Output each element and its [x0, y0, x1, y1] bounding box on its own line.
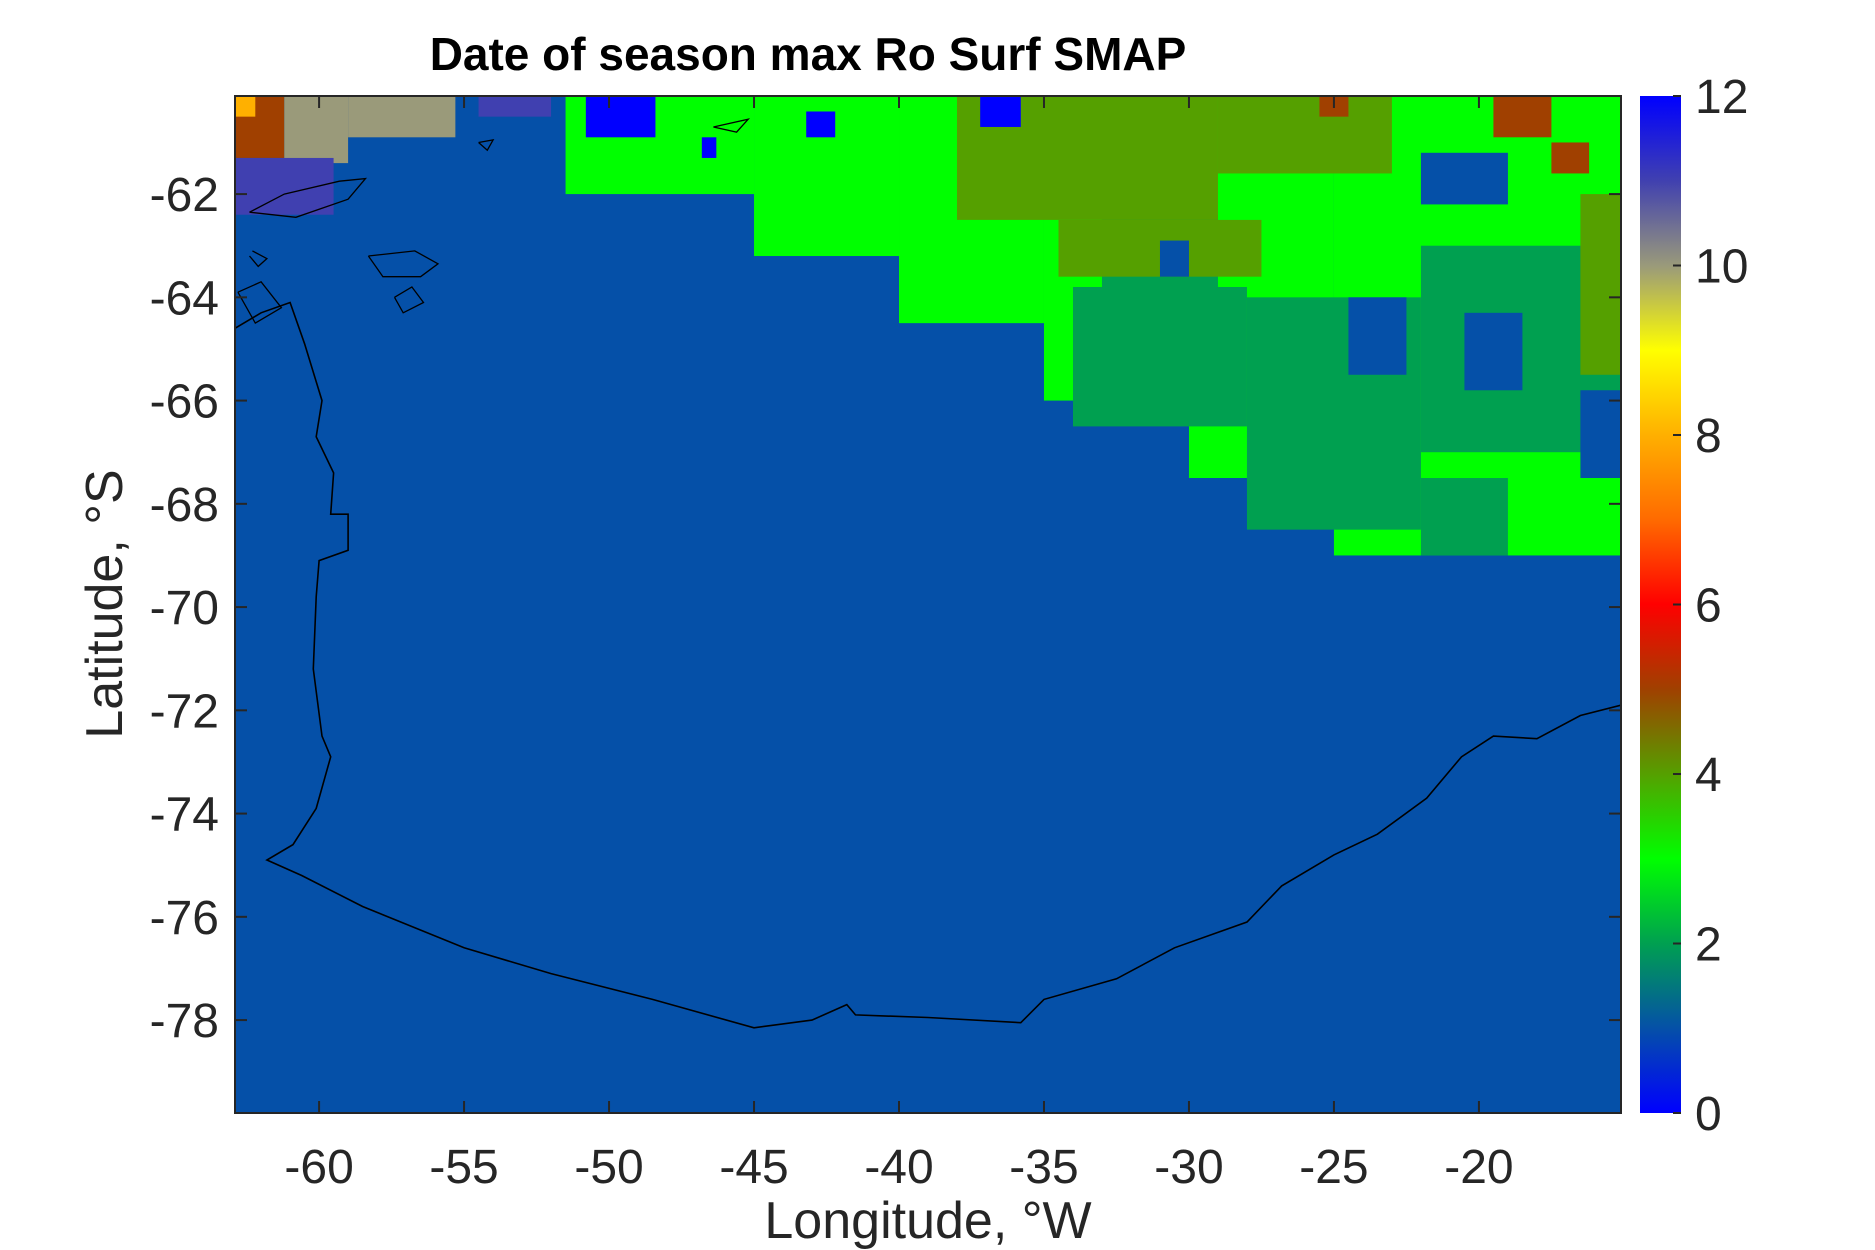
x-tick-label: -30 [1154, 1141, 1223, 1194]
heatmap-region [1072, 287, 1247, 427]
heatmap-region [1159, 240, 1189, 277]
x-axis-ticks: -60 -55 -50 -45 -40 -35 -30 -25 -20 [284, 96, 1514, 1194]
island-outline [393, 286, 425, 314]
heatmap-region [980, 96, 1021, 127]
x-tick-label: -55 [429, 1141, 498, 1194]
heatmap-region [284, 96, 349, 164]
colorbar-tick-label: 0 [1695, 1088, 1722, 1141]
heatmap-region [806, 111, 836, 138]
x-tick-label: -40 [864, 1141, 933, 1194]
colorbar-tick-label: 6 [1695, 580, 1722, 633]
heatmap-region [1493, 96, 1552, 138]
island-outline [478, 139, 495, 152]
colorbar-ticks: 0 2 4 6 8 10 12 [1673, 71, 1748, 1141]
island-outline [367, 250, 440, 278]
heatmap-region [348, 96, 456, 138]
heatmap-region [701, 137, 717, 158]
x-tick-label: -50 [574, 1141, 643, 1194]
heatmap-region [235, 96, 256, 117]
x-tick-label: -25 [1299, 1141, 1368, 1194]
y-tick-label: -64 [150, 272, 219, 325]
y-tick-label: -72 [150, 685, 219, 738]
y-tick-label: -78 [150, 995, 219, 1048]
x-axis-label: Longitude, °W [764, 1192, 1091, 1250]
heatmap-region [478, 96, 552, 117]
heatmap-region [585, 96, 656, 138]
colorbar-tick-label: 4 [1695, 749, 1722, 802]
y-tick-label: -66 [150, 376, 219, 429]
chart-title: Date of season max Ro Surf SMAP [430, 28, 1187, 80]
heatmap-region [1464, 312, 1523, 391]
heatmap-region [1420, 478, 1508, 556]
colorbar-tick-label: 2 [1695, 919, 1722, 972]
island-outline [713, 118, 751, 133]
coastline-layer [235, 118, 1621, 1029]
heatmap-region [1551, 142, 1590, 174]
island-outline [249, 250, 269, 268]
y-tick-label: -68 [150, 479, 219, 532]
heatmap-region [1217, 96, 1392, 174]
colorbar-tick-label: 8 [1695, 410, 1722, 463]
x-tick-label: -60 [284, 1141, 353, 1194]
y-axis-label: Latitude, °S [76, 469, 134, 738]
plot-area [234, 95, 1622, 1114]
x-tick-label: -45 [719, 1141, 788, 1194]
x-tick-label: -35 [1009, 1141, 1078, 1194]
heatmap-cells [235, 96, 1621, 556]
coastline [235, 301, 1621, 1029]
plot-frame [234, 95, 1622, 1114]
colorbar-tick-label: 12 [1695, 71, 1748, 124]
y-tick-label: -70 [150, 582, 219, 635]
y-tick-label: -74 [150, 789, 219, 842]
colorbar-tick-label: 10 [1695, 241, 1748, 294]
island-outline [249, 177, 368, 218]
colorbar: 0 2 4 6 8 10 12 [1640, 71, 1748, 1141]
y-tick-label: -62 [150, 169, 219, 222]
heatmap-region [1420, 152, 1508, 205]
island-outline [237, 280, 283, 324]
heatmap-region [1580, 194, 1621, 375]
x-tick-label: -20 [1444, 1141, 1513, 1194]
heatmap-region [1580, 390, 1621, 479]
y-axis-ticks: -62 -64 -66 -68 -70 -72 -74 -76 -78 [150, 169, 1621, 1048]
heatmap-region [1348, 297, 1407, 375]
y-tick-label: -76 [150, 892, 219, 945]
